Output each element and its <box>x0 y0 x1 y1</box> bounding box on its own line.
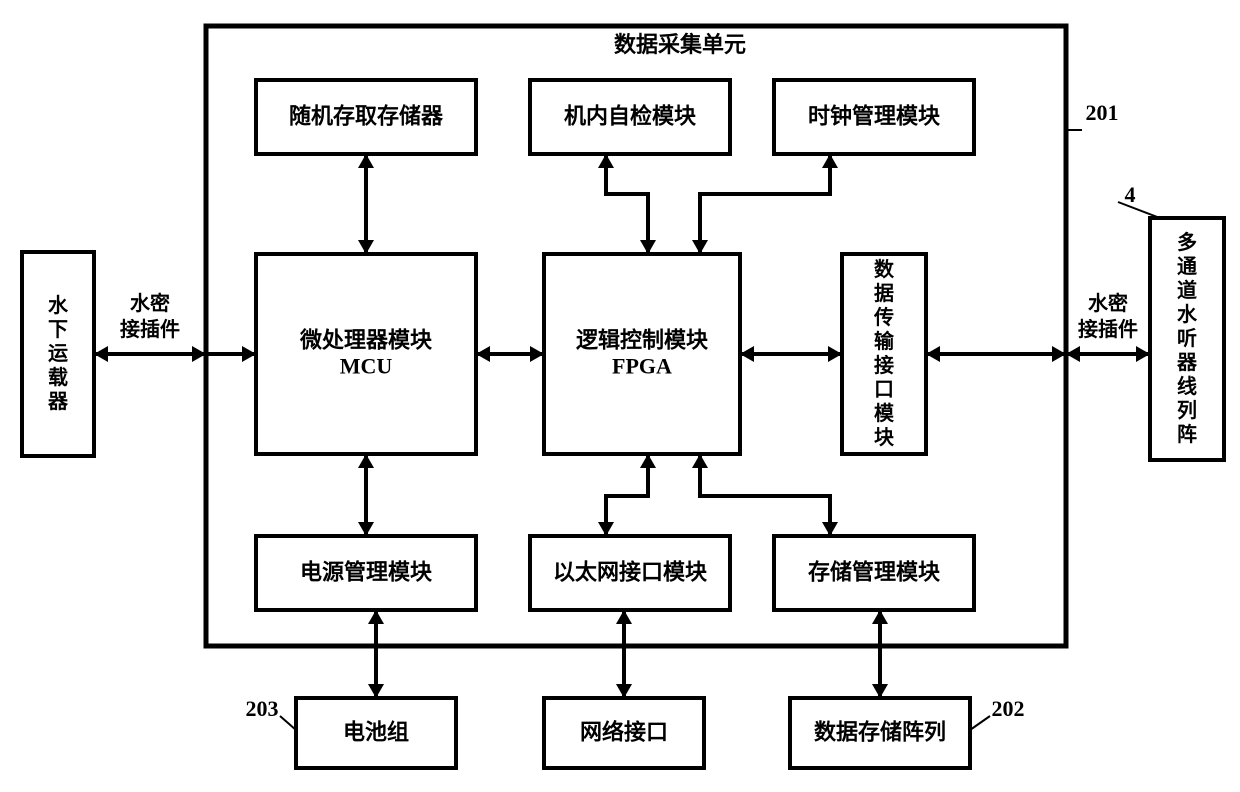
connector-caption: 接插件 <box>1078 317 1138 341</box>
block-label: 列 <box>1177 399 1197 422</box>
block-label: 块 <box>874 426 895 449</box>
block-label: FPGA <box>612 354 672 379</box>
block-label: 道 <box>1177 278 1197 302</box>
block-label: 时钟管理模块 <box>808 104 941 129</box>
block-label: 电池组 <box>343 720 409 745</box>
callout-label: 4 <box>1125 182 1136 207</box>
container-title: 数据采集单元 <box>614 32 746 57</box>
block-label: 下 <box>48 319 68 341</box>
block-label: 机内自检模块 <box>564 104 697 129</box>
block-label: 线 <box>1177 374 1197 398</box>
block-label: 口 <box>874 379 894 401</box>
block-label: 器 <box>47 390 69 413</box>
block-label: 存储管理模块 <box>808 560 941 585</box>
block-label: 通 <box>1177 255 1197 278</box>
block-label: 随机存取存储器 <box>289 104 444 129</box>
block-label: 输 <box>874 329 895 353</box>
callout-label: 203 <box>246 696 279 721</box>
block-label: 载 <box>48 365 68 389</box>
block-label: 听 <box>1177 327 1197 350</box>
block-label: 接 <box>874 354 894 377</box>
block-label: 数 <box>874 257 895 281</box>
connector-caption: 接插件 <box>120 317 180 341</box>
block-label: 传 <box>873 306 894 329</box>
block-label: 水 <box>1177 303 1198 326</box>
block-label: 据 <box>874 281 894 305</box>
block-label: MCU <box>340 354 393 379</box>
block-label: 网络接口 <box>580 720 668 745</box>
callout-label: 202 <box>992 696 1025 721</box>
callout-label: 201 <box>1086 100 1119 125</box>
block-label: 多 <box>1177 230 1197 254</box>
block-label: 微处理器模块 <box>299 328 433 353</box>
block-label: 水 <box>48 294 69 317</box>
block-label: 数据存储阵列 <box>814 720 946 745</box>
block-label: 器 <box>1176 351 1198 374</box>
block-label: 电源管理模块 <box>300 560 433 585</box>
connector-caption: 水密 <box>1088 291 1128 315</box>
connector-caption: 水密 <box>130 291 170 315</box>
block-label: 模 <box>874 401 895 425</box>
block-label: 以太网接口模块 <box>553 560 708 585</box>
block-label: 阵 <box>1177 422 1197 446</box>
block-label: 运 <box>48 342 68 365</box>
block-label: 逻辑控制模块 <box>576 328 709 353</box>
